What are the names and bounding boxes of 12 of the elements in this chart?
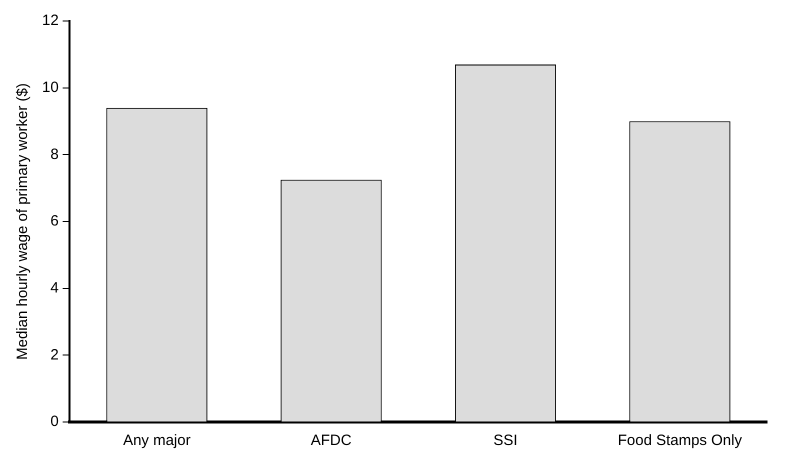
- y-axis-title: Median hourly wage of primary worker ($): [14, 83, 32, 360]
- x-tick-label: Food Stamps Only: [618, 432, 742, 450]
- y-tick-label: 8: [50, 146, 59, 163]
- y-tick-label: 2: [50, 346, 59, 364]
- y-tick-label: 4: [50, 279, 59, 296]
- y-tick-label: 10: [42, 78, 59, 96]
- y-tick-label: 6: [50, 212, 59, 230]
- y-tick-label: 12: [42, 12, 59, 30]
- x-tick-label: SSI: [493, 432, 518, 450]
- x-tick-label: AFDC: [310, 432, 352, 450]
- y-tick-label: 0: [50, 413, 59, 430]
- x-tick-label: Any major: [123, 432, 191, 450]
